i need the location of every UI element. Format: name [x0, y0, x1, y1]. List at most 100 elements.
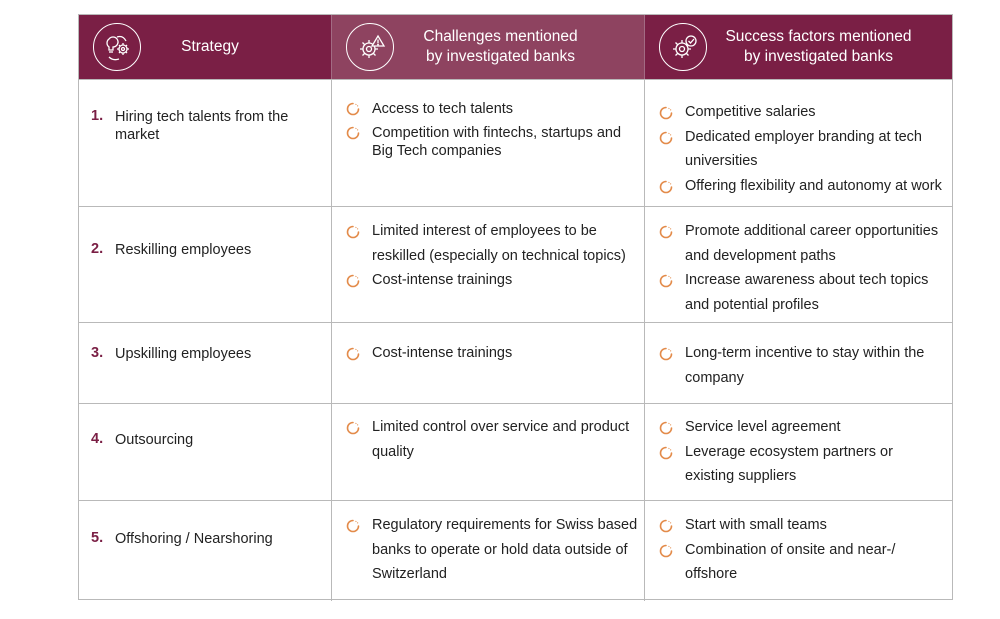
success-factor-item-text: Leverage ecosystem partners or existing … — [685, 443, 893, 485]
table-row: 5. Offshoring / Nearshoring Regulatory req… — [79, 500, 952, 601]
strategy-number: 3. — [91, 345, 104, 361]
spinner-arc-icon — [659, 106, 673, 120]
table-row: 2. Reskilling employees Limited interest o… — [79, 206, 952, 323]
spinner-arc-icon — [659, 180, 673, 193]
table-header: Strategy Challenges mentioned by investi… — [79, 15, 952, 79]
challenge-item-text: Limited interest of employees to be resk… — [372, 223, 626, 264]
strategy-number: 2. — [91, 241, 104, 257]
list-item: Increase awareness about tech topics and… — [657, 268, 946, 317]
success-factor-item-text: Competitive salaries — [685, 104, 816, 120]
spinner-arc-icon — [346, 102, 360, 116]
challenge-list: Regulatory requirements for Swiss based … — [344, 513, 638, 587]
success-factor-list: Competitive salaries Dedicated employer b… — [657, 100, 946, 198]
success-factor-item-text: Start with small teams — [685, 517, 827, 533]
spinner-arc-icon — [659, 274, 673, 288]
list-item: Leverage ecosystem partners or existing … — [657, 440, 946, 489]
challenge-list: Limited control over service and product… — [344, 415, 638, 464]
success-factor-item-text: Dedicated employer branding at tech univ… — [685, 128, 922, 170]
header-challenges-line2: by investigated banks — [425, 48, 576, 65]
strategy-cell: 2. Reskilling employees — [79, 207, 331, 323]
list-item: Promote additional career opportunities … — [657, 219, 946, 268]
lightbulb-gears-icon — [93, 23, 141, 71]
success-factor-item-text: Long-term incentive to stay within the c… — [685, 345, 925, 386]
strategy-number: 4. — [91, 431, 104, 447]
challenge-item-text: Limited control over service and product… — [372, 419, 630, 460]
success-factor-cell: Long-term incentive to stay within the c… — [644, 323, 952, 404]
success-factor-cell: Service level agreement Leverage ecosyste… — [644, 404, 952, 501]
table-row: 1. Hiring tech talents from the market Acc… — [79, 79, 952, 207]
challenge-cell: Access to tech talents Competition with f… — [331, 80, 644, 207]
strategy-cell: 3. Upskilling employees — [79, 323, 331, 404]
header-success-line2: by investigated banks — [743, 48, 894, 65]
header-challenges: Challenges mentioned by investigated ban… — [331, 15, 644, 79]
success-factor-cell: Start with small teams Combination of ons… — [644, 501, 952, 601]
list-item: Combination of onsite and near-/ offshor… — [657, 538, 946, 587]
challenge-cell: Limited interest of employees to be resk… — [331, 207, 644, 323]
strategy-label: Upskilling employees — [115, 346, 252, 362]
success-factor-item-text: Combination of onsite and near-/ offshor… — [685, 541, 896, 583]
strategy-label: Reskilling employees — [115, 242, 252, 258]
challenge-item-text: Cost-intense trainings — [372, 272, 513, 288]
success-factor-list: Service level agreement Leverage ecosyste… — [657, 415, 946, 489]
header-challenges-label: Challenges mentioned by investigated ban… — [332, 27, 644, 67]
success-factor-list: Promote additional career opportunities … — [657, 219, 946, 317]
spinner-arc-icon — [346, 421, 360, 435]
challenge-item-text: Regulatory requirements for Swiss based … — [372, 517, 638, 582]
challenge-item-text: Cost-intense trainings — [372, 345, 513, 361]
success-factor-list: Long-term incentive to stay within the c… — [657, 341, 946, 390]
spinner-arc-icon — [346, 347, 360, 361]
spinner-arc-icon — [346, 519, 360, 533]
success-factor-cell: Promote additional career opportunities … — [644, 207, 952, 323]
success-factor-cell: Competitive salaries Dedicated employer b… — [644, 80, 952, 207]
strategy-cell: 4. Outsourcing — [79, 404, 331, 501]
challenge-cell: Regulatory requirements for Swiss based … — [331, 501, 644, 601]
challenge-item-text: Competition with fintechs, startups and … — [372, 125, 622, 159]
header-success-line1: Success factors mentioned — [725, 28, 912, 45]
strategy-label: Offshoring / Nearshoring — [115, 531, 273, 547]
success-factor-item-text: Increase awareness about tech topics and… — [685, 272, 929, 313]
strategy-label: Outsourcing — [115, 432, 194, 448]
challenge-list: Access to tech talents Competition with f… — [344, 100, 638, 160]
strategy-cell: 1. Hiring tech talents from the market — [79, 80, 331, 207]
spinner-arc-icon — [659, 421, 673, 435]
challenge-list: Cost-intense trainings — [344, 341, 638, 366]
header-strategy-label: Strategy — [181, 38, 239, 55]
spinner-arc-icon — [659, 131, 673, 144]
spinner-arc-icon — [659, 225, 673, 239]
success-factor-list: Start with small teams Combination of ons… — [657, 513, 946, 587]
list-item: Competitive salaries — [657, 100, 946, 125]
strategy-number: 5. — [91, 530, 104, 546]
strategy-label: Hiring tech talents from the market — [115, 109, 289, 143]
strategy-table: Strategy Challenges mentioned by investi… — [78, 14, 953, 601]
spinner-arc-icon — [659, 544, 673, 557]
list-item: Limited interest of employees to be resk… — [344, 219, 638, 268]
header-challenges-line1: Challenges mentioned — [423, 28, 578, 45]
spinner-arc-icon — [346, 274, 360, 288]
spinner-arc-icon — [659, 347, 673, 361]
spinner-arc-icon — [659, 446, 673, 459]
header-success: Success factors mentioned by investigate… — [644, 15, 952, 79]
challenge-item-text: Access to tech talents — [372, 101, 514, 117]
list-item: Long-term incentive to stay within the c… — [657, 341, 946, 390]
table-row: 4. Outsourcing Limited control over servic… — [79, 403, 952, 501]
gear-checkmark-icon — [659, 23, 707, 71]
challenge-cell: Cost-intense trainings — [331, 323, 644, 404]
spinner-arc-icon — [346, 225, 360, 239]
success-factor-item-text: Promote additional career opportunities … — [685, 223, 939, 264]
strategy-number: 1. — [91, 108, 104, 124]
spinner-arc-icon — [346, 126, 360, 140]
list-item: Offering flexibility and autonomy at wor… — [657, 174, 946, 199]
challenge-cell: Limited control over service and product… — [331, 404, 644, 501]
success-factor-item-text: Service level agreement — [685, 419, 841, 435]
table-row: 3. Upskilling employees Cost-intense train… — [79, 322, 952, 404]
list-item: Access to tech talents — [344, 100, 638, 118]
list-item: Service level agreement — [657, 415, 946, 440]
strategy-cell: 5. Offshoring / Nearshoring — [79, 501, 331, 601]
spinner-arc-icon — [659, 519, 673, 533]
list-item: Cost-intense trainings — [344, 268, 638, 293]
list-item: Cost-intense trainings — [344, 341, 638, 366]
success-factor-item-text: Offering flexibility and autonomy at wor… — [685, 177, 942, 194]
challenge-list: Limited interest of employees to be resk… — [344, 219, 638, 293]
list-item: Start with small teams — [657, 513, 946, 538]
header-success-label: Success factors mentioned by investigate… — [645, 27, 952, 67]
